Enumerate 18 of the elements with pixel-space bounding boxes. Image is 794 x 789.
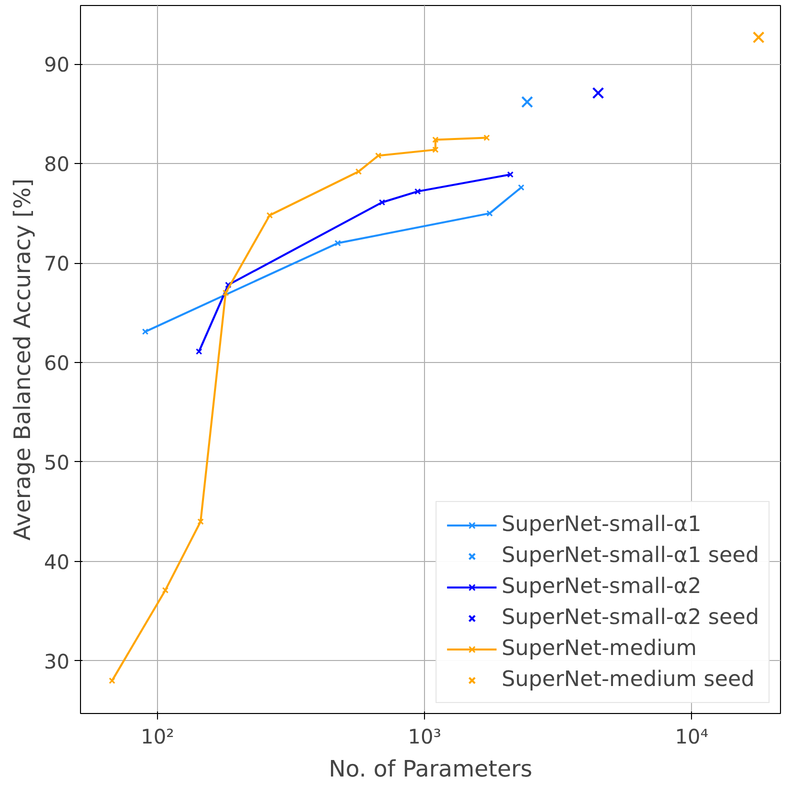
y-tick-label: 90 [44, 52, 70, 77]
legend-label: SuperNet-medium seed [502, 667, 755, 692]
legend-label: SuperNet-small-α2 [502, 574, 702, 599]
y-tick-label: 50 [44, 450, 70, 474]
legend-label: SuperNet-small-α1 seed [502, 543, 759, 568]
x-tick-label: 10⁴ [674, 724, 708, 748]
y-tick-label: 60 [44, 350, 70, 375]
y-tick-label: 70 [44, 252, 70, 276]
x-tick-label: 10³ [408, 724, 442, 748]
x-tick-label: 10² [140, 724, 174, 748]
y-tick-label: 40 [44, 550, 70, 574]
legend-label: SuperNet-small-α2 seed [502, 605, 759, 630]
legend-label: SuperNet-small-α1 [502, 512, 702, 537]
x-axis-title: No. of Parameters [328, 756, 532, 782]
y-tick-label: 80 [44, 152, 70, 176]
legend-label: SuperNet-medium [502, 636, 697, 661]
y-axis-title: Average Balanced Accuracy [%] [10, 178, 36, 541]
y-tick-label: 30 [44, 649, 70, 674]
